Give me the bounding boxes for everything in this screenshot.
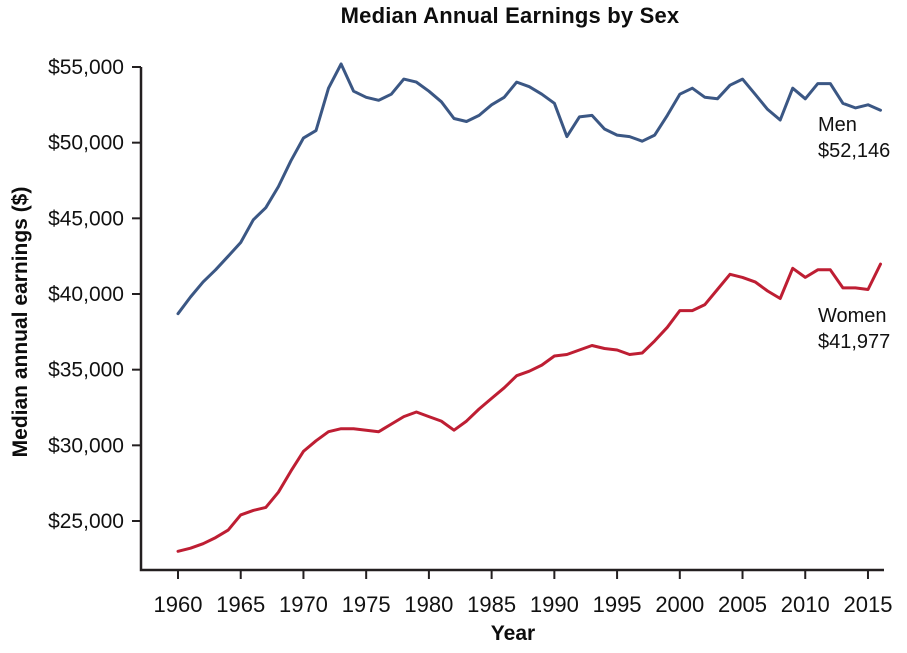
y-tick-label: $35,000 <box>48 359 124 382</box>
men-value-text: $52,146 <box>818 140 891 162</box>
x-tick-label: 1995 <box>593 592 642 617</box>
series-line-men <box>176 62 882 316</box>
chart-title: Median Annual Earnings by Sex <box>340 3 680 28</box>
women-series-label: Women $41,977 <box>818 303 890 355</box>
x-tick-label: 2000 <box>655 592 704 617</box>
x-tick-label: 1970 <box>279 592 328 617</box>
x-tick-label: 2005 <box>718 592 767 617</box>
x-tick-label: 1960 <box>154 592 203 617</box>
men-series-label: Men $52,146 <box>818 112 890 164</box>
women-label-text: Women <box>818 305 887 327</box>
y-tick-label: $55,000 <box>48 56 124 79</box>
y-tick-label: $25,000 <box>48 510 124 533</box>
x-tick-label: 1980 <box>404 592 453 617</box>
series-line-women <box>176 262 882 553</box>
x-tick-label: 2010 <box>781 592 830 617</box>
y-tick-label: $45,000 <box>48 207 124 230</box>
women-value-text: $41,977 <box>818 331 891 353</box>
x-tick-label: 1990 <box>530 592 579 617</box>
x-tick-label: 2015 <box>843 592 892 617</box>
men-label-text: Men <box>818 114 857 136</box>
x-tick-label: 1975 <box>342 592 391 617</box>
x-tick-label: 1965 <box>216 592 265 617</box>
x-axis-title: Year <box>490 622 536 645</box>
y-tick-label: $50,000 <box>48 132 124 155</box>
y-tick-label: $30,000 <box>48 434 124 457</box>
x-tick-label: 1985 <box>467 592 516 617</box>
y-tick-label: $40,000 <box>48 283 124 306</box>
axis-spines <box>139 67 884 572</box>
